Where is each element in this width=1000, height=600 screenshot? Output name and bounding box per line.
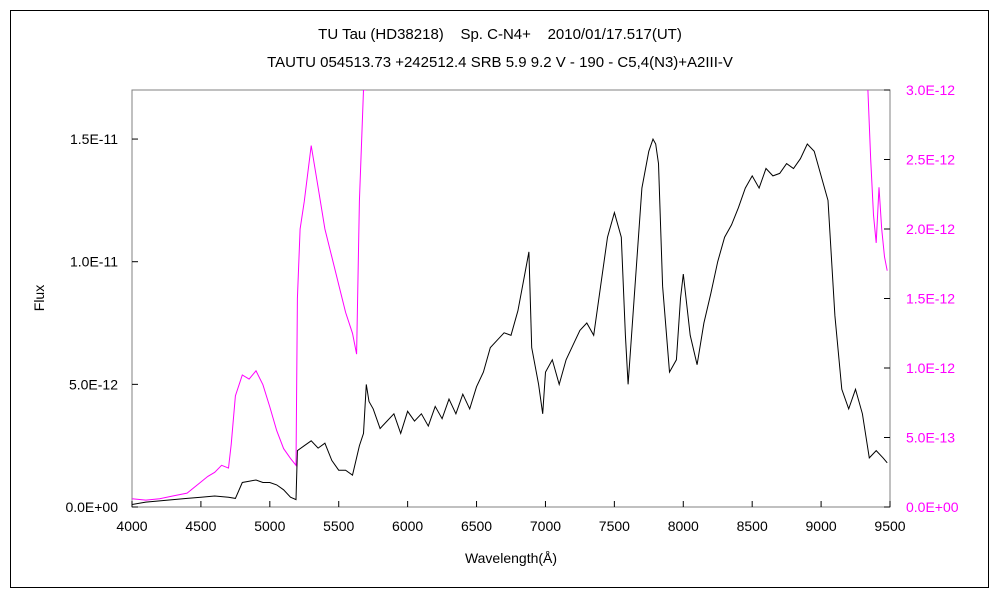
chart-subtitle: TAUTU 054513.73 +242512.4 SRB 5.9 9.2 V … bbox=[267, 54, 733, 71]
x-tick-label: 8000 bbox=[668, 518, 699, 534]
x-tick-label: 6000 bbox=[392, 518, 423, 534]
y-right-tick-label: 2.5E-12 bbox=[906, 152, 955, 168]
y-right-tick-label: 0.0E+00 bbox=[906, 499, 959, 515]
y-right-tick-label: 3.0E-12 bbox=[906, 82, 955, 98]
chart-title: TU Tau (HD38218) Sp. C-N4+ 2010/01/17.51… bbox=[318, 26, 682, 43]
y-left-tick-label: 5.0E-12 bbox=[69, 376, 118, 392]
magenta-series-line bbox=[867, 90, 888, 271]
black-series-line bbox=[132, 137, 888, 505]
plot-area bbox=[131, 89, 891, 508]
y-right-tick-label: 5.0E-13 bbox=[906, 430, 955, 446]
y-left-tick-label: 1.5E-11 bbox=[70, 131, 118, 147]
x-tick-label: 4500 bbox=[185, 518, 216, 534]
x-tick-label: 7000 bbox=[530, 518, 561, 534]
magenta-series-line bbox=[132, 90, 367, 501]
x-tick-label: 7500 bbox=[599, 518, 630, 534]
y-left-tick-label: 0.0E+00 bbox=[65, 499, 118, 515]
y-left-tick-label: 1.0E-11 bbox=[70, 254, 118, 270]
x-tick-label: 9000 bbox=[806, 518, 837, 534]
x-axis-label: Wavelength(Å) bbox=[465, 550, 557, 566]
y-right-tick-label: 1.0E-12 bbox=[906, 360, 955, 376]
x-tick-label: 5500 bbox=[323, 518, 354, 534]
y-axis-label: Flux bbox=[31, 285, 47, 311]
x-tick-label: 6500 bbox=[461, 518, 492, 534]
chart-frame bbox=[10, 10, 989, 588]
x-tick-label: 9500 bbox=[874, 518, 905, 534]
x-tick-label: 5000 bbox=[254, 518, 285, 534]
y-right-tick-label: 2.0E-12 bbox=[906, 221, 955, 237]
y-right-tick-label: 1.5E-12 bbox=[906, 291, 955, 307]
x-tick-label: 8500 bbox=[737, 518, 768, 534]
x-tick-label: 4000 bbox=[116, 518, 147, 534]
